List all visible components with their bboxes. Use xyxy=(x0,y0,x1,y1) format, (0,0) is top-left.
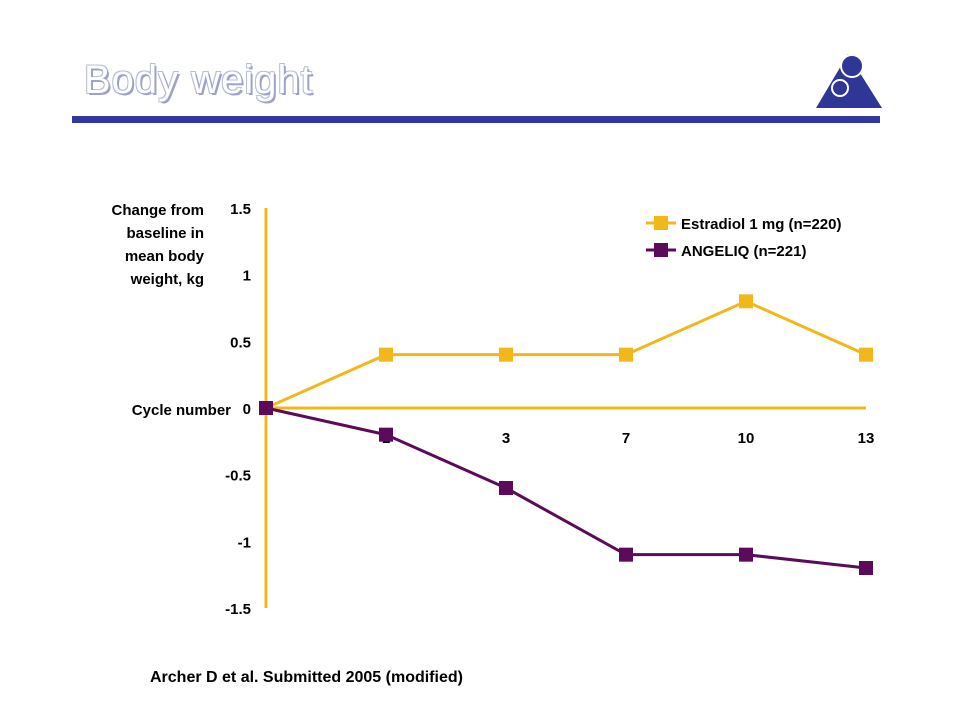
series-angeliq xyxy=(259,401,873,575)
x-axis-title: Cycle number xyxy=(132,402,231,419)
data-point xyxy=(739,294,753,309)
y-axis-title-line-4: weight, kg xyxy=(130,271,204,288)
slide-title: Body weight xyxy=(84,58,313,102)
x-tick-label: 3 xyxy=(502,430,510,447)
y-tick-label: 0 xyxy=(243,401,251,418)
data-point xyxy=(379,427,393,442)
x-tick-labels: 1371013 xyxy=(382,430,875,447)
legend: Estradiol 1 mg (n=220) ANGELIQ (n=221) xyxy=(646,216,841,260)
x-tick-label: 10 xyxy=(738,430,755,447)
data-point xyxy=(739,547,753,562)
data-point xyxy=(259,401,273,415)
data-point xyxy=(859,561,873,575)
series-estradiol xyxy=(259,294,873,415)
y-axis-title-line-2: baseline in xyxy=(126,225,204,242)
y-tick-labels: 1.5 1 0.5 0 -0.5 -1 -1.5 xyxy=(225,201,251,618)
legend-label-estradiol: Estradiol 1 mg (n=220) xyxy=(681,216,841,233)
series-line xyxy=(265,406,867,570)
y-tick-label: -1.5 xyxy=(225,601,251,618)
legend-label-angeliq: ANGELIQ (n=221) xyxy=(681,243,806,260)
series-line xyxy=(265,299,867,410)
y-axis-title-line-3: mean body xyxy=(125,248,205,265)
y-axis-title-line-1: Change from xyxy=(111,202,204,219)
legend-swatch-marker xyxy=(654,216,668,230)
x-tick-label: 7 xyxy=(622,430,630,447)
y-tick-label: 1.5 xyxy=(230,201,251,218)
data-point xyxy=(619,547,633,562)
y-tick-label: 0.5 xyxy=(230,334,251,351)
source-citation: Archer D et al. Submitted 2005 (modified… xyxy=(150,669,463,686)
title-rule xyxy=(72,116,880,123)
legend-swatch-marker xyxy=(654,243,668,257)
data-point xyxy=(499,481,513,495)
y-axis-title: Change from baseline in mean body weight… xyxy=(111,202,204,288)
legend-item-estradiol: Estradiol 1 mg (n=220) xyxy=(646,216,841,233)
data-point xyxy=(619,347,633,362)
data-point xyxy=(859,347,873,362)
y-tick-label: -0.5 xyxy=(225,468,251,485)
data-point xyxy=(379,347,393,362)
data-point xyxy=(499,347,513,362)
series-layer xyxy=(259,294,873,575)
legend-item-angeliq: ANGELIQ (n=221) xyxy=(646,243,806,260)
y-tick-label: 1 xyxy=(243,268,251,285)
figure-triangle-logo-icon xyxy=(816,54,882,108)
x-tick-label: 13 xyxy=(858,430,875,447)
y-tick-label: -1 xyxy=(238,534,251,551)
